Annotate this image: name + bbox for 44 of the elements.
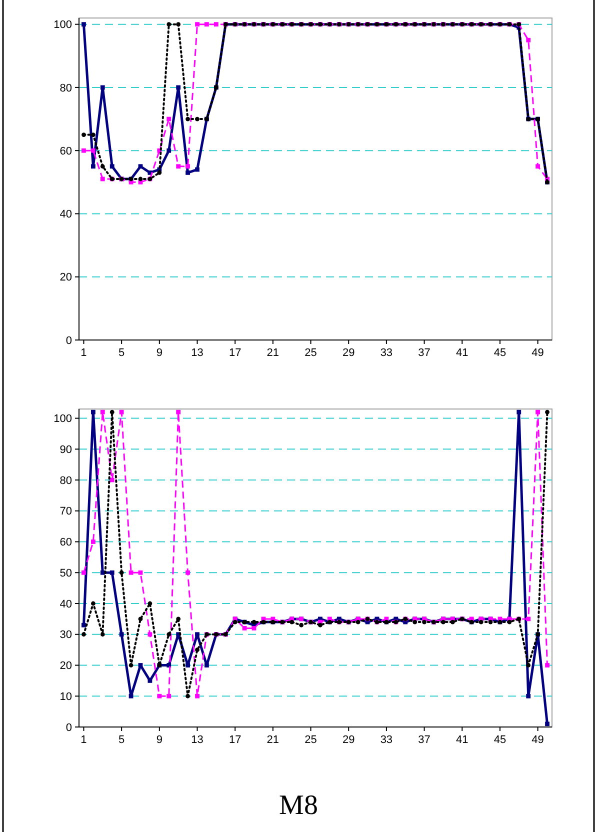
x-tick-label: 37 [418,347,430,359]
y-tick-label: 40 [60,598,72,610]
y-tick-label: 70 [60,506,72,518]
x-tick-label: 41 [456,734,468,746]
x-tick-label: 9 [156,734,162,746]
x-tick-label: 1 [80,734,87,746]
x-tick-label: 13 [191,734,204,746]
x-tick-label: 29 [342,734,355,746]
y-tick-label: 90 [60,444,72,456]
y-tick-label: 20 [60,272,72,284]
x-tick-label: 33 [380,347,393,359]
x-tick-label: 17 [228,347,242,359]
x-tick-label: 13 [191,347,204,359]
y-tick-label: 0 [66,334,72,347]
x-tick-label: 49 [532,347,544,359]
y-tick-label: 40 [60,208,72,221]
x-tick-label: 25 [304,734,317,746]
text: M8 [279,790,318,821]
x-tick-label: 5 [118,347,125,359]
x-tick-label: 45 [494,347,506,359]
x-tick-label: 5 [118,734,125,746]
x-tick-label: 37 [418,734,430,746]
y-tick-label: 10 [60,690,72,703]
x-tick-label: 29 [342,347,355,359]
y-tick-label: 80 [60,82,72,94]
y-tick-label: 20 [60,660,72,672]
x-tick-label: 33 [380,734,393,746]
x-tick-label: 17 [228,734,242,746]
x-tick-label: 41 [456,347,468,359]
x-tick-label: 9 [156,347,162,359]
y-tick-label: 60 [60,145,72,158]
y-tick-label: 0 [66,722,72,734]
y-tick-label: 80 [60,474,72,487]
y-tick-label: 100 [54,413,72,426]
x-tick-label: 1 [80,347,87,359]
y-tick-label: 50 [60,567,72,580]
y-tick-label: 60 [60,536,72,549]
y-tick-label: 100 [54,19,72,32]
y-tick-label: 30 [60,629,72,642]
x-tick-label: 49 [532,734,544,746]
x-tick-label: 21 [266,347,280,359]
x-tick-label: 45 [494,734,506,746]
x-tick-label: 21 [266,734,280,746]
x-tick-label: 25 [304,347,317,359]
